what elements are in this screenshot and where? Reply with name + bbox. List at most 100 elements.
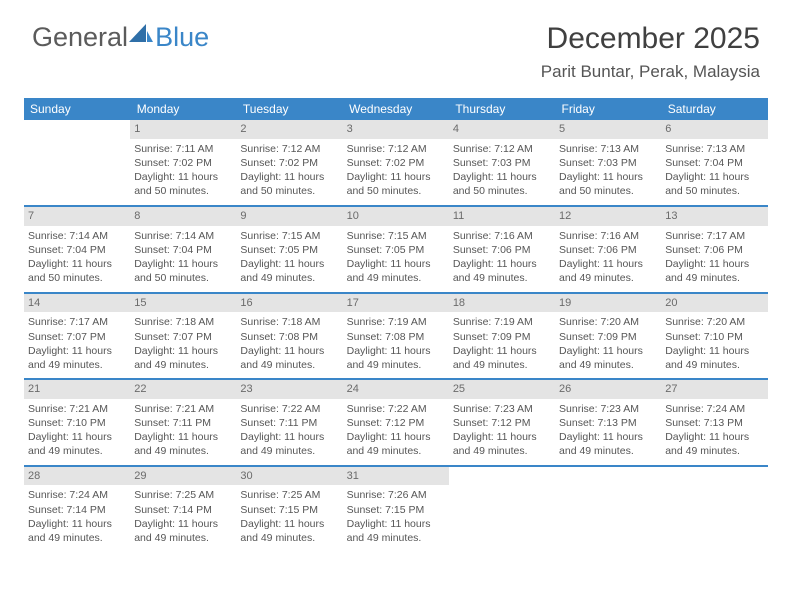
day-number: 13 xyxy=(661,207,767,226)
day-header: Tuesday xyxy=(236,98,342,120)
sunset-text: Sunset: 7:09 PM xyxy=(559,330,657,344)
logo-text-b: Blue xyxy=(155,22,209,53)
day-number: 30 xyxy=(236,467,342,486)
day-number: 10 xyxy=(343,207,449,226)
calendar-cell: 24Sunrise: 7:22 AMSunset: 7:12 PMDayligh… xyxy=(343,379,449,466)
day-number: 24 xyxy=(343,380,449,399)
daylight-text: Daylight: 11 hours and 49 minutes. xyxy=(240,430,338,458)
sunrise-text: Sunrise: 7:14 AM xyxy=(28,229,126,243)
sunset-text: Sunset: 7:13 PM xyxy=(665,416,763,430)
logo-sail-icon xyxy=(129,20,153,51)
day-number: 4 xyxy=(449,120,555,139)
day-number: 31 xyxy=(343,467,449,486)
sunrise-text: Sunrise: 7:12 AM xyxy=(240,142,338,156)
daylight-text: Daylight: 11 hours and 49 minutes. xyxy=(665,430,763,458)
sunset-text: Sunset: 7:08 PM xyxy=(347,330,445,344)
day-number: 28 xyxy=(24,467,130,486)
sunset-text: Sunset: 7:15 PM xyxy=(240,503,338,517)
day-number: 17 xyxy=(343,294,449,313)
daylight-text: Daylight: 11 hours and 50 minutes. xyxy=(134,170,232,198)
sunrise-text: Sunrise: 7:16 AM xyxy=(559,229,657,243)
calendar-cell: 29Sunrise: 7:25 AMSunset: 7:14 PMDayligh… xyxy=(130,466,236,552)
sunrise-text: Sunrise: 7:15 AM xyxy=(347,229,445,243)
month-title: December 2025 xyxy=(541,22,760,56)
calendar-cell xyxy=(24,120,130,206)
day-number xyxy=(555,467,661,484)
daylight-text: Daylight: 11 hours and 49 minutes. xyxy=(240,517,338,545)
sunset-text: Sunset: 7:08 PM xyxy=(240,330,338,344)
sunrise-text: Sunrise: 7:25 AM xyxy=(134,488,232,502)
day-number xyxy=(24,120,130,137)
day-number: 20 xyxy=(661,294,767,313)
calendar-row: 7Sunrise: 7:14 AMSunset: 7:04 PMDaylight… xyxy=(24,206,768,293)
daylight-text: Daylight: 11 hours and 49 minutes. xyxy=(28,344,126,372)
daylight-text: Daylight: 11 hours and 49 minutes. xyxy=(559,344,657,372)
page-header: General Blue December 2025 Parit Buntar,… xyxy=(0,0,792,90)
day-number: 5 xyxy=(555,120,661,139)
daylight-text: Daylight: 11 hours and 49 minutes. xyxy=(134,344,232,372)
daylight-text: Daylight: 11 hours and 49 minutes. xyxy=(665,344,763,372)
calendar-cell: 17 Sunrise: 7:19 AMSunset: 7:08 PMDayligh… xyxy=(343,293,449,380)
sunrise-text: Sunrise: 7:19 AM xyxy=(453,315,551,329)
sunset-text: Sunset: 7:13 PM xyxy=(559,416,657,430)
daylight-text: Daylight: 11 hours and 49 minutes. xyxy=(453,257,551,285)
calendar-cell: 3Sunrise: 7:12 AMSunset: 7:02 PMDaylight… xyxy=(343,120,449,206)
calendar-cell xyxy=(555,466,661,552)
calendar-cell: 7Sunrise: 7:14 AMSunset: 7:04 PMDaylight… xyxy=(24,206,130,293)
day-header: Thursday xyxy=(449,98,555,120)
daylight-text: Daylight: 11 hours and 49 minutes. xyxy=(347,344,445,372)
logo-text-a: General xyxy=(32,22,128,53)
sunset-text: Sunset: 7:07 PM xyxy=(134,330,232,344)
calendar-cell: 19Sunrise: 7:20 AMSunset: 7:09 PMDayligh… xyxy=(555,293,661,380)
daylight-text: Daylight: 11 hours and 49 minutes. xyxy=(28,430,126,458)
sunset-text: Sunset: 7:10 PM xyxy=(28,416,126,430)
day-number: 14 xyxy=(24,294,130,313)
sunset-text: Sunset: 7:02 PM xyxy=(134,156,232,170)
day-header: Wednesday xyxy=(343,98,449,120)
sunrise-text: Sunrise: 7:18 AM xyxy=(134,315,232,329)
sunset-text: Sunset: 7:04 PM xyxy=(134,243,232,257)
sunset-text: Sunset: 7:06 PM xyxy=(559,243,657,257)
calendar-cell: 25Sunrise: 7:23 AMSunset: 7:12 PMDayligh… xyxy=(449,379,555,466)
day-number xyxy=(661,467,767,484)
daylight-text: Daylight: 11 hours and 49 minutes. xyxy=(453,344,551,372)
calendar-cell: 26Sunrise: 7:23 AMSunset: 7:13 PMDayligh… xyxy=(555,379,661,466)
calendar-cell xyxy=(661,466,767,552)
calendar-cell: 10Sunrise: 7:15 AMSunset: 7:05 PMDayligh… xyxy=(343,206,449,293)
sunrise-text: Sunrise: 7:23 AM xyxy=(453,402,551,416)
day-header: Sunday xyxy=(24,98,130,120)
daylight-text: Daylight: 11 hours and 49 minutes. xyxy=(559,430,657,458)
location-text: Parit Buntar, Perak, Malaysia xyxy=(541,62,760,82)
sunrise-text: Sunrise: 7:13 AM xyxy=(559,142,657,156)
calendar-cell: 15 Sunrise: 7:18 AMSunset: 7:07 PMDayligh… xyxy=(130,293,236,380)
sunrise-text: Sunrise: 7:21 AM xyxy=(134,402,232,416)
calendar-cell: 12Sunrise: 7:16 AMSunset: 7:06 PMDayligh… xyxy=(555,206,661,293)
day-number: 26 xyxy=(555,380,661,399)
day-header: Saturday xyxy=(661,98,767,120)
sunset-text: Sunset: 7:02 PM xyxy=(347,156,445,170)
sunrise-text: Sunrise: 7:19 AM xyxy=(347,315,445,329)
day-number: 15 xyxy=(130,294,236,313)
sunrise-text: Sunrise: 7:21 AM xyxy=(28,402,126,416)
sunrise-text: Sunrise: 7:17 AM xyxy=(28,315,126,329)
sunrise-text: Sunrise: 7:25 AM xyxy=(240,488,338,502)
day-number: 21 xyxy=(24,380,130,399)
sunrise-text: Sunrise: 7:12 AM xyxy=(453,142,551,156)
day-number: 25 xyxy=(449,380,555,399)
sunset-text: Sunset: 7:15 PM xyxy=(347,503,445,517)
daylight-text: Daylight: 11 hours and 49 minutes. xyxy=(347,430,445,458)
sunset-text: Sunset: 7:05 PM xyxy=(240,243,338,257)
sunset-text: Sunset: 7:04 PM xyxy=(665,156,763,170)
daylight-text: Daylight: 11 hours and 50 minutes. xyxy=(134,257,232,285)
day-number: 12 xyxy=(555,207,661,226)
daylight-text: Daylight: 11 hours and 49 minutes. xyxy=(28,517,126,545)
day-number: 7 xyxy=(24,207,130,226)
sunrise-text: Sunrise: 7:24 AM xyxy=(665,402,763,416)
calendar-body: 1Sunrise: 7:11 AMSunset: 7:02 PMDaylight… xyxy=(24,120,768,552)
calendar-cell: 31Sunrise: 7:26 AMSunset: 7:15 PMDayligh… xyxy=(343,466,449,552)
day-number xyxy=(449,467,555,484)
sunrise-text: Sunrise: 7:13 AM xyxy=(665,142,763,156)
sunset-text: Sunset: 7:10 PM xyxy=(665,330,763,344)
sunrise-text: Sunrise: 7:22 AM xyxy=(347,402,445,416)
day-header: Friday xyxy=(555,98,661,120)
